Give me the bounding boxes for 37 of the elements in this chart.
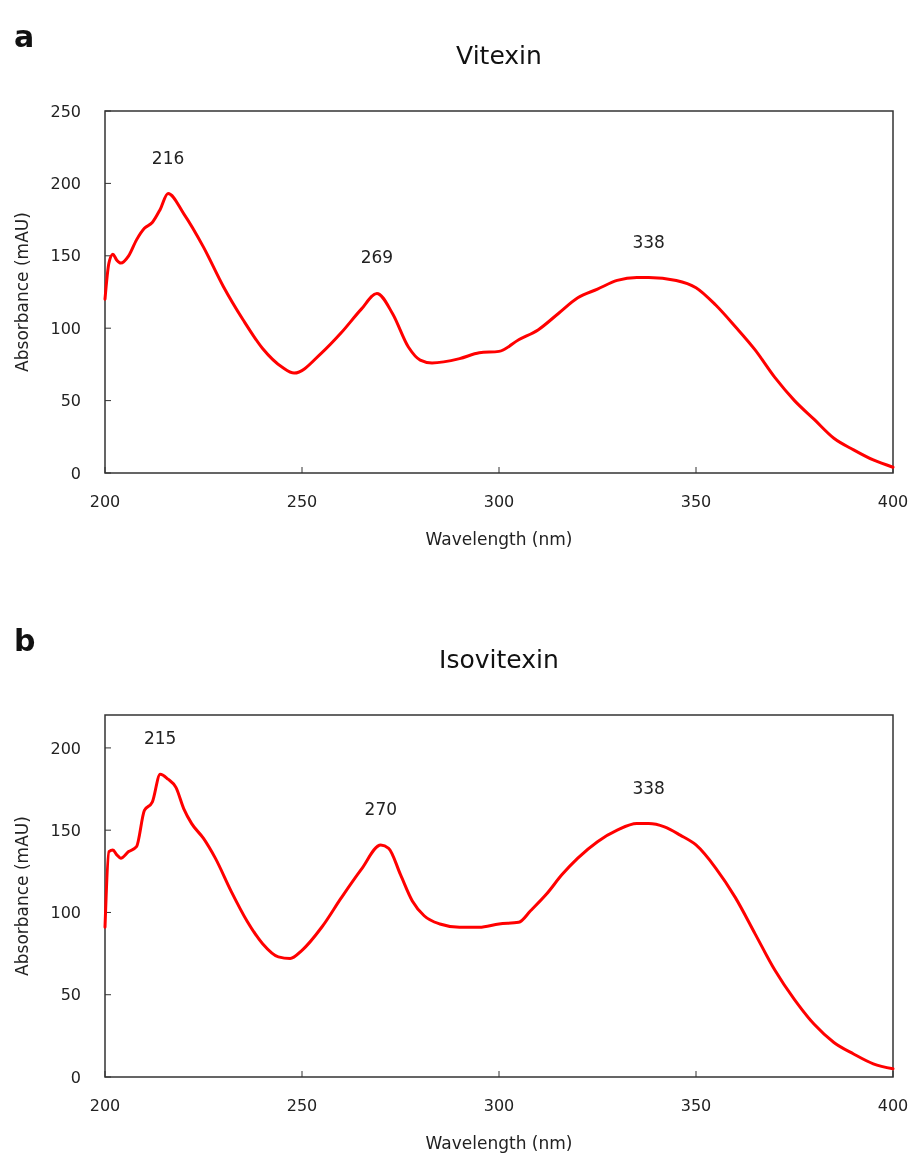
x-axis-title: Wavelength (nm) (425, 529, 573, 549)
y-tick-label: 250 (50, 101, 81, 121)
line-series (103, 192, 895, 469)
x-tick-label: 400 (877, 1096, 909, 1115)
x-tick-label: 250 (286, 1096, 318, 1115)
text: a (14, 19, 35, 54)
x-tick-label: 300 (483, 492, 515, 511)
annotation: 270 (364, 798, 398, 819)
y-axis-title: Absorbance (mAU) (12, 816, 32, 976)
y-tick-label: 50 (60, 985, 81, 1005)
x-tick-label: 400 (877, 492, 909, 511)
annotation: 269 (360, 247, 394, 268)
x-tick-label: 200 (89, 1096, 121, 1115)
annotation: 215 (143, 728, 177, 749)
y-tick-label: 0 (70, 463, 81, 483)
y-tick-label: 100 (50, 318, 81, 338)
chart-title: Isovitexin (439, 644, 559, 674)
y-tick-label: 200 (50, 738, 81, 758)
annotation: 338 (632, 777, 665, 798)
x-axis-title: Wavelength (nm) (425, 1133, 573, 1153)
y-tick-label: 0 (70, 1067, 81, 1087)
annotation: 216 (151, 147, 185, 168)
x-tick-label: 350 (680, 1096, 712, 1115)
x-tick-label: 350 (680, 492, 712, 511)
x-tick-label: 300 (483, 1096, 515, 1115)
annotation: 338 (632, 231, 665, 252)
y-tick-label: 50 (60, 391, 81, 411)
line-series (103, 772, 895, 1071)
x-tick-label: 250 (286, 492, 318, 511)
chart-title: Vitexin (456, 40, 542, 70)
y-tick-label: 100 (50, 903, 81, 923)
text: b (14, 623, 36, 658)
x-tick-label: 200 (89, 492, 121, 511)
y-tick-label: 200 (50, 174, 81, 193)
y-tick-label: 150 (50, 246, 81, 266)
y-axis-title: Absorbance (mAU) (12, 212, 32, 372)
y-tick-label: 150 (50, 820, 81, 840)
